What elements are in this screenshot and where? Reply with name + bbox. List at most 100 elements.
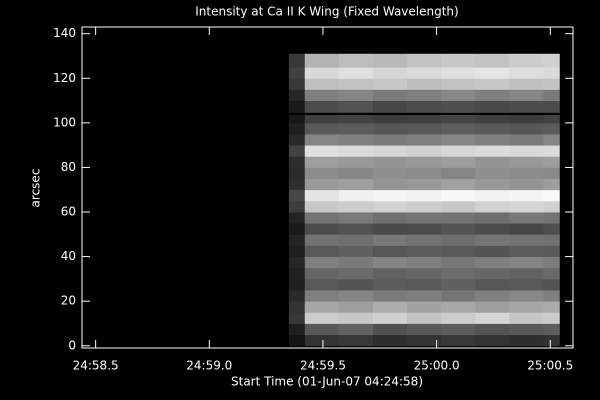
heatmap-cell <box>509 145 544 157</box>
heatmap-cell <box>338 323 374 336</box>
heatmap-cell <box>441 256 476 269</box>
heatmap-cell <box>338 78 374 90</box>
x-tick-label: 24:59.5 <box>300 359 346 373</box>
heatmap-cell <box>407 145 442 157</box>
heatmap-cell <box>372 100 408 113</box>
heatmap-cell <box>372 256 408 269</box>
heatmap-cell <box>372 334 408 347</box>
heatmap-cell <box>288 167 306 179</box>
heatmap-cell <box>372 167 408 179</box>
heatmap-cell <box>288 334 306 347</box>
heatmap-cell <box>407 223 442 235</box>
y-tick-label: 0 <box>68 338 76 352</box>
heatmap-cell <box>407 100 442 113</box>
heatmap-cell <box>372 200 408 213</box>
heatmap-cell <box>288 245 306 258</box>
heatmap-cell <box>543 111 560 124</box>
heatmap-cell <box>543 53 560 68</box>
heatmap-cell <box>407 312 442 324</box>
heatmap-cell <box>509 200 544 213</box>
heatmap-cell <box>509 189 544 202</box>
heatmap-cell <box>475 78 510 90</box>
heatmap-cell <box>509 312 544 324</box>
heatmap-cell <box>304 290 340 302</box>
heatmap-cell <box>543 100 560 113</box>
y-tick-label: 60 <box>61 205 76 219</box>
heatmap-cell <box>475 278 510 291</box>
heatmap-cell <box>441 301 476 313</box>
heatmap-cell <box>441 200 476 213</box>
heatmap-cell <box>509 89 544 101</box>
heatmap-cell <box>338 267 374 280</box>
heatmap-cell <box>543 212 560 224</box>
heatmap-cell <box>288 189 306 202</box>
heatmap-cell <box>543 178 560 191</box>
heatmap-cell <box>288 301 306 313</box>
heatmap-cell <box>338 301 374 313</box>
heatmap-cell <box>304 111 340 124</box>
y-tick-label: 20 <box>61 294 76 308</box>
heatmap-cell <box>372 156 408 168</box>
heatmap-cell <box>543 290 560 302</box>
heatmap-cell <box>543 312 560 324</box>
heatmap-cell <box>338 122 374 135</box>
heatmap-cell <box>441 189 476 202</box>
heatmap-cell <box>407 234 442 246</box>
heatmap-cell <box>304 89 340 101</box>
heatmap-cell <box>543 156 560 168</box>
heatmap-cell <box>304 53 340 68</box>
heatmap-cell <box>304 334 340 347</box>
heatmap-cell <box>338 145 374 157</box>
heatmap-cell <box>407 111 442 124</box>
heatmap-cell <box>288 267 306 280</box>
heatmap-cell <box>407 178 442 191</box>
heatmap-cell <box>475 167 510 179</box>
heatmap-cell <box>509 223 544 235</box>
y-tick-label: 120 <box>53 71 76 85</box>
heatmap-cell <box>407 189 442 202</box>
heatmap-cell <box>304 312 340 324</box>
heatmap-cell <box>543 189 560 202</box>
heatmap-cell <box>509 278 544 291</box>
heatmap-cell <box>441 78 476 90</box>
heatmap-cell <box>441 334 476 347</box>
heatmap-cell <box>543 167 560 179</box>
heatmap-cell <box>304 200 340 213</box>
heatmap-cell <box>509 301 544 313</box>
heatmap-cell <box>475 334 510 347</box>
heatmap-cell <box>475 223 510 235</box>
heatmap-cell <box>441 234 476 246</box>
heatmap-cell <box>288 78 306 90</box>
heatmap-cell <box>441 122 476 135</box>
heatmap-cell <box>441 312 476 324</box>
heatmap-cell <box>509 67 544 79</box>
y-tick-label: 140 <box>53 26 76 40</box>
heatmap-cell <box>407 89 442 101</box>
heatmap-cell <box>543 122 560 135</box>
heatmap-cell <box>407 78 442 90</box>
heatmap-cell <box>288 156 306 168</box>
heatmap-cell <box>304 122 340 135</box>
heatmap-cell <box>338 256 374 269</box>
heatmap-cell <box>304 212 340 224</box>
x-axis-label: Start Time (01-Jun-07 04:24:58) <box>231 375 423 389</box>
heatmap-cell <box>543 323 560 336</box>
heatmap-cell <box>372 267 408 280</box>
heatmap-cell <box>304 267 340 280</box>
heatmap-cell <box>407 200 442 213</box>
heatmap-cell <box>407 167 442 179</box>
y-tick-label: 80 <box>61 160 76 174</box>
x-tick-label: 25:00.5 <box>527 359 573 373</box>
heatmap-cell <box>407 334 442 347</box>
heatmap-cell <box>407 256 442 269</box>
heatmap-cell <box>407 122 442 135</box>
heatmap-cell <box>543 223 560 235</box>
heatmap-cell <box>475 100 510 113</box>
plot-frame <box>81 26 574 349</box>
heatmap-cell <box>509 234 544 246</box>
heatmap-cell <box>509 178 544 191</box>
heatmap-cell <box>372 53 408 68</box>
heatmap-cell <box>441 323 476 336</box>
y-tick-label: 40 <box>61 249 76 263</box>
heatmap-cell <box>304 67 340 79</box>
